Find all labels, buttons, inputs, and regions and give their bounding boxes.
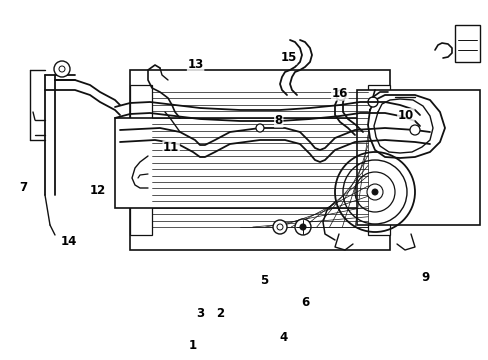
Bar	[356, 90, 479, 225]
Bar	[130, 70, 389, 250]
Text: 9: 9	[421, 271, 428, 284]
Text: 5: 5	[260, 274, 267, 287]
Circle shape	[409, 125, 419, 135]
Bar	[454, 25, 479, 62]
Circle shape	[276, 224, 283, 230]
Circle shape	[59, 66, 65, 72]
Text: 14: 14	[60, 235, 77, 248]
Circle shape	[256, 124, 264, 132]
Text: 16: 16	[331, 87, 347, 100]
Text: 15: 15	[280, 51, 296, 64]
Text: 11: 11	[163, 141, 179, 154]
Circle shape	[299, 224, 305, 230]
Text: 1: 1	[189, 339, 197, 352]
Circle shape	[335, 90, 346, 100]
Bar	[367, 85, 389, 235]
Text: 3: 3	[196, 307, 204, 320]
Bar	[130, 85, 152, 235]
Text: 7: 7	[19, 181, 27, 194]
Text: 4: 4	[279, 331, 287, 344]
Text: 13: 13	[187, 58, 203, 71]
Circle shape	[294, 219, 310, 235]
Text: 12: 12	[89, 184, 106, 197]
Bar	[115, 118, 434, 208]
Circle shape	[371, 189, 377, 195]
Circle shape	[272, 220, 286, 234]
Text: 8: 8	[274, 114, 282, 127]
Circle shape	[366, 184, 382, 200]
Text: 10: 10	[397, 109, 413, 122]
Circle shape	[54, 61, 70, 77]
Circle shape	[367, 97, 377, 107]
Text: 2: 2	[216, 307, 224, 320]
Text: 6: 6	[301, 296, 309, 309]
